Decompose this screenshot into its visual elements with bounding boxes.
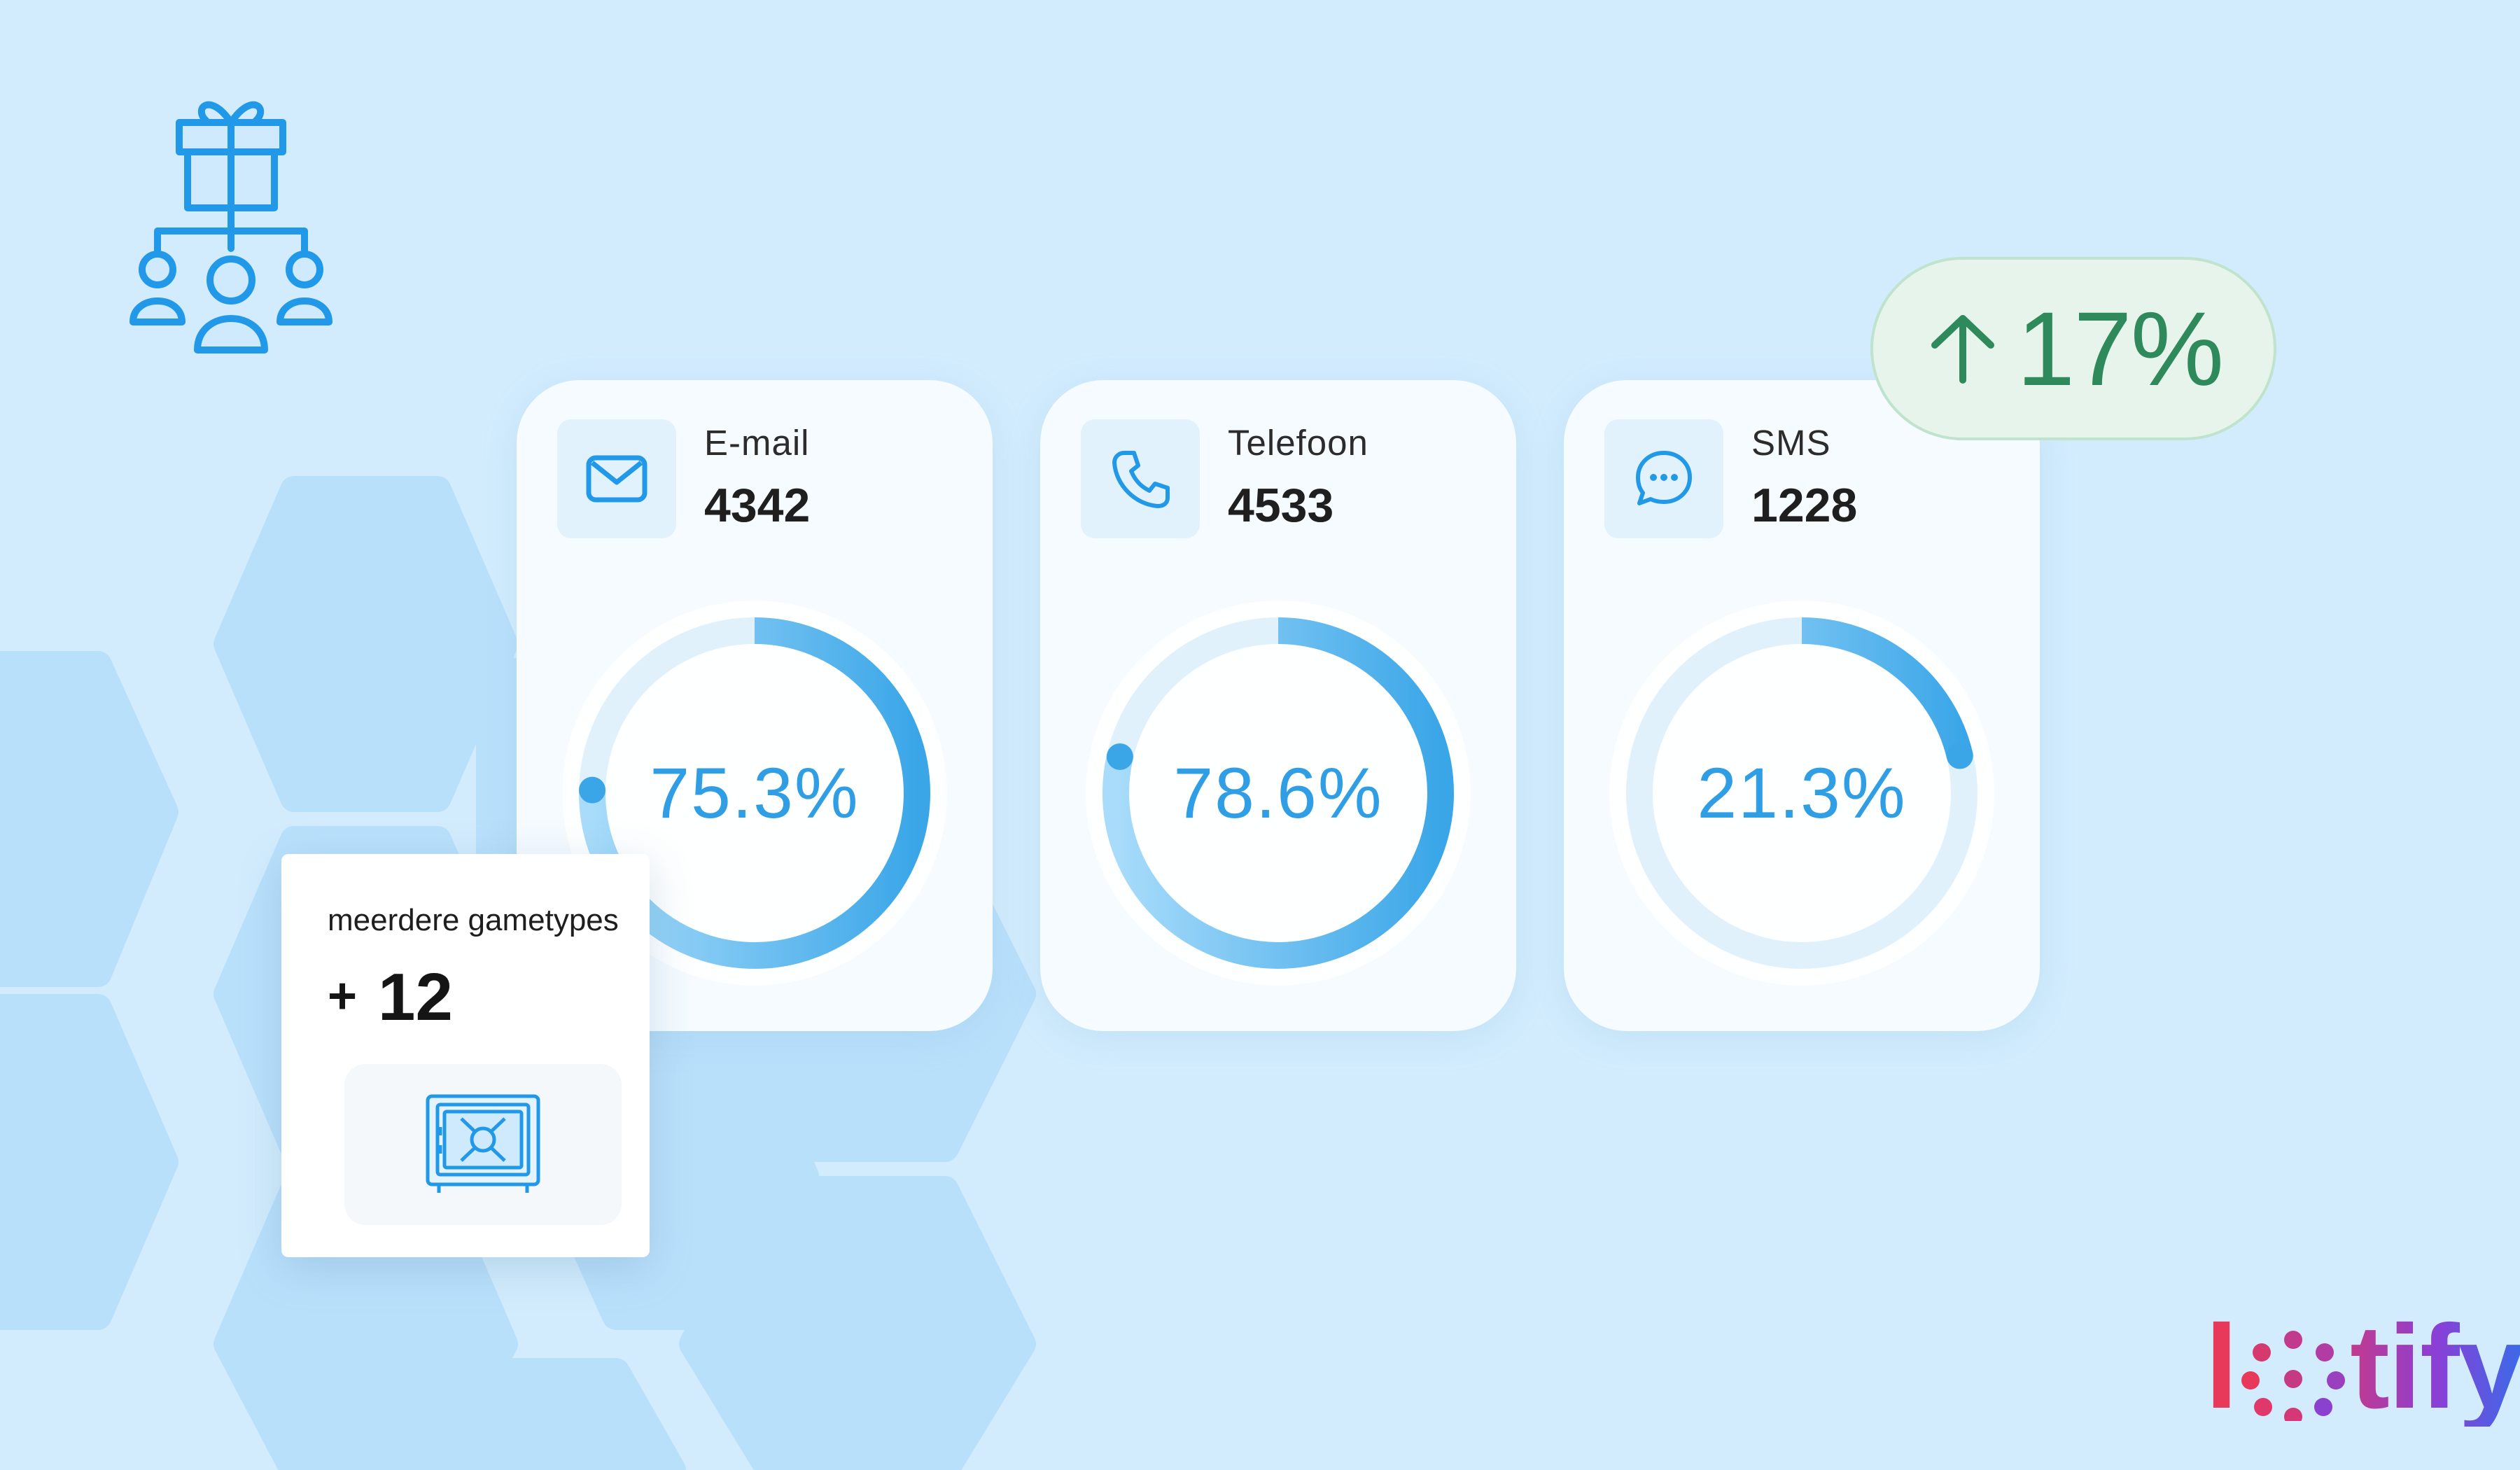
envelope-icon [586, 455, 648, 503]
percentage-label: 21.3% [1697, 752, 1907, 833]
channel-label: Telefoon [1228, 423, 1368, 463]
gametypes-card: meerdere gametypes +12 [281, 854, 650, 1257]
channel-count: 1228 [1751, 479, 1858, 532]
gametypes-label: meerdere gametypes [328, 903, 619, 937]
progress-ring-graphic [1086, 601, 1471, 986]
gift-distribution-people-icon [130, 101, 332, 354]
progress-ring-cap [1946, 742, 1973, 769]
growth-badge: 17% [1870, 257, 2276, 440]
channel-icon-tile [557, 419, 676, 538]
growth-percentage: 17% [2016, 289, 2224, 407]
percentage-ring: 21.3% [1606, 597, 1998, 989]
channel-count: 4533 [1228, 479, 1334, 532]
safe-icon-tile [344, 1064, 622, 1225]
phone-icon [1112, 451, 1170, 508]
percentage-ring: 78.6% [1082, 597, 1474, 989]
arrow-up-icon [1931, 315, 1994, 384]
percentage-ring: 75.3% [559, 597, 951, 989]
progress-ring-cap [579, 776, 606, 804]
progress-ring-cap [1106, 743, 1133, 770]
percentage-label: 75.3% [650, 752, 860, 833]
channel-count: 4342 [704, 479, 811, 532]
chat-bubble-icon [1636, 451, 1692, 505]
percentage-label: 78.6% [1173, 752, 1383, 833]
count-prefix: + [328, 968, 358, 1024]
safe-vault-icon [426, 1094, 540, 1193]
gametypes-count: +12 [328, 959, 453, 1036]
lotify-logo: l tify [2205, 1301, 2520, 1427]
progress-ring-graphic [562, 601, 947, 986]
count-value: 12 [378, 960, 453, 1035]
progress-ring-fill [1626, 617, 1977, 969]
logo-dots-o [2241, 1331, 2346, 1421]
channel-icon-tile [1081, 419, 1200, 538]
channel-label: E-mail [704, 423, 810, 463]
progress-ring-graphic [1609, 601, 1994, 986]
progress-ring-fill [1102, 617, 1454, 969]
channel-card-sms: SMS 1228 21.3% [1564, 380, 2040, 1031]
channel-card-phone: Telefoon 4533 78.6% [1040, 380, 1516, 1031]
channel-label: SMS [1751, 423, 1831, 463]
channel-icon-tile [1604, 419, 1723, 538]
